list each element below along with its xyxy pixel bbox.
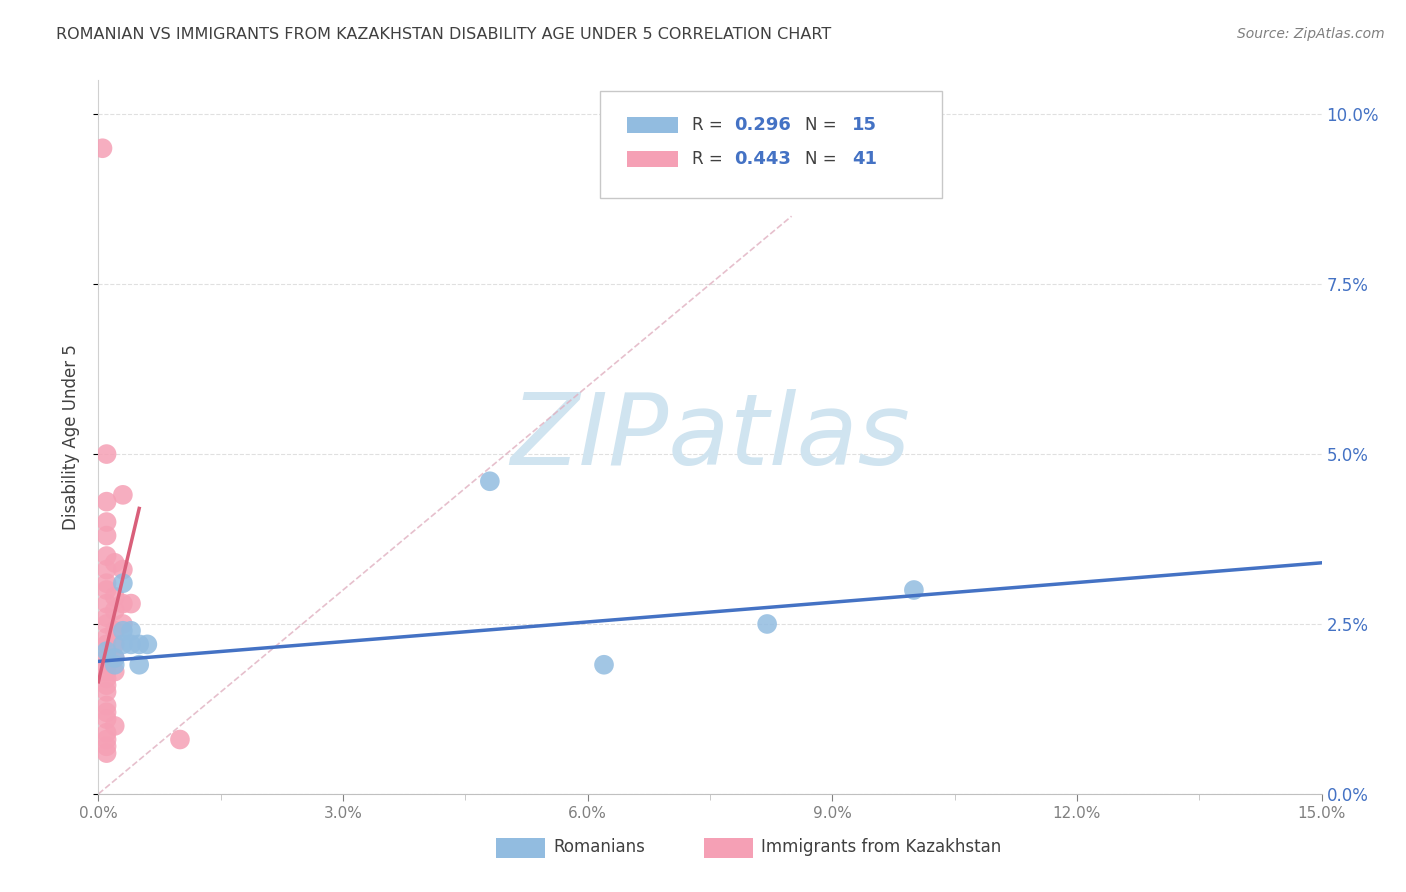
Text: Immigrants from Kazakhstan: Immigrants from Kazakhstan — [762, 838, 1001, 856]
Point — [96, 725, 118, 739]
Text: 41: 41 — [852, 150, 877, 168]
Point — [96, 651, 118, 665]
Point — [96, 582, 118, 597]
Point — [96, 549, 118, 563]
Point — [96, 657, 118, 672]
FancyBboxPatch shape — [627, 118, 678, 133]
Text: N =: N = — [806, 116, 842, 134]
Point — [104, 556, 127, 570]
Point — [111, 597, 134, 611]
Point — [104, 651, 127, 665]
FancyBboxPatch shape — [496, 838, 546, 858]
Point — [96, 665, 118, 679]
Point — [136, 637, 159, 651]
Point — [104, 657, 127, 672]
Point — [96, 644, 118, 658]
Text: Romanians: Romanians — [554, 838, 645, 856]
Point — [96, 732, 118, 747]
Point — [96, 739, 118, 754]
Point — [96, 746, 118, 760]
Text: R =: R = — [692, 116, 728, 134]
Point — [96, 637, 118, 651]
Point — [104, 624, 127, 638]
Point — [128, 657, 150, 672]
Point — [96, 597, 118, 611]
Point — [96, 576, 118, 591]
Point — [96, 528, 118, 542]
Point — [111, 576, 134, 591]
Y-axis label: Disability Age Under 5: Disability Age Under 5 — [62, 344, 80, 530]
Text: N =: N = — [806, 150, 842, 168]
Point — [96, 712, 118, 726]
Point — [111, 637, 134, 651]
Point — [96, 706, 118, 720]
Point — [96, 671, 118, 685]
Point — [96, 678, 118, 692]
Point — [120, 597, 142, 611]
Text: ROMANIAN VS IMMIGRANTS FROM KAZAKHSTAN DISABILITY AGE UNDER 5 CORRELATION CHART: ROMANIAN VS IMMIGRANTS FROM KAZAKHSTAN D… — [56, 27, 831, 42]
Point — [120, 624, 142, 638]
FancyBboxPatch shape — [627, 151, 678, 167]
Point — [111, 488, 134, 502]
Text: Source: ZipAtlas.com: Source: ZipAtlas.com — [1237, 27, 1385, 41]
Point — [96, 515, 118, 529]
Point — [96, 494, 118, 508]
Point — [104, 651, 127, 665]
Text: 0.443: 0.443 — [734, 150, 792, 168]
FancyBboxPatch shape — [704, 838, 752, 858]
Text: ZIPatlas: ZIPatlas — [510, 389, 910, 485]
Point — [96, 617, 118, 632]
Point — [111, 624, 134, 638]
Point — [96, 698, 118, 713]
Point — [96, 563, 118, 577]
Point — [104, 719, 127, 733]
Text: 0.296: 0.296 — [734, 116, 792, 134]
Point — [96, 447, 118, 461]
Point — [104, 590, 127, 604]
Point — [104, 637, 127, 651]
Point — [96, 631, 118, 645]
Point — [593, 657, 616, 672]
Point — [111, 563, 134, 577]
Point — [96, 685, 118, 699]
Text: 15: 15 — [852, 116, 877, 134]
Point — [756, 617, 779, 632]
Point — [96, 610, 118, 624]
Point — [120, 637, 142, 651]
Text: R =: R = — [692, 150, 728, 168]
Point — [903, 582, 925, 597]
Point — [128, 637, 150, 651]
Point — [111, 617, 134, 632]
Point — [478, 475, 501, 489]
Point — [91, 141, 114, 155]
FancyBboxPatch shape — [600, 91, 942, 198]
Point — [169, 732, 191, 747]
Point — [104, 603, 127, 617]
Point — [104, 665, 127, 679]
